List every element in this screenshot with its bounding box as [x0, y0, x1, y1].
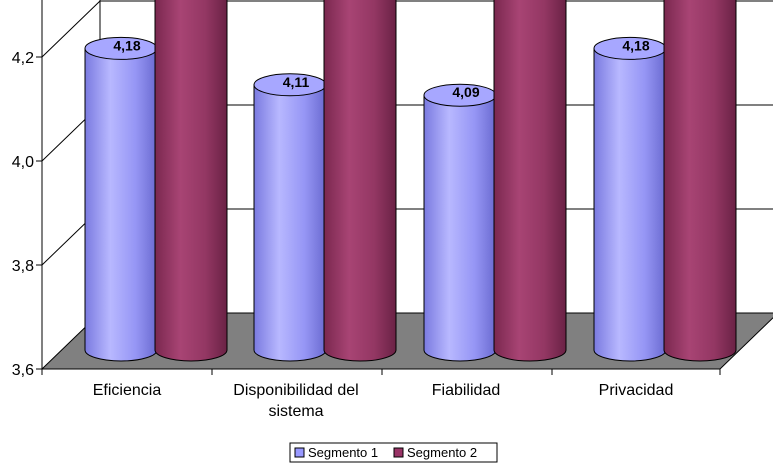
- data-labels: 4,184,764,114,674,094,594,184,56: [113, 37, 649, 100]
- category-label: Fiabilidad: [432, 382, 500, 399]
- bar-segmento-2: [154, 0, 228, 362]
- data-label: 4,09: [452, 84, 479, 100]
- bar-body: [593, 47, 667, 362]
- legend-swatch: [294, 447, 305, 458]
- bar-segmento-2: [323, 0, 397, 362]
- gridline-side: [41, 0, 101, 58]
- bars: [84, 0, 737, 362]
- data-label: 4,18: [113, 37, 140, 53]
- bar-body: [154, 0, 228, 362]
- bar-body: [493, 0, 567, 362]
- bar-body: [423, 94, 497, 362]
- category-label: sistema: [268, 403, 323, 420]
- y-tick-label: 3,8: [12, 258, 34, 275]
- category-label: Disponibilidad del: [233, 382, 358, 399]
- legend-label: Segmento 2: [407, 445, 477, 460]
- bar-body: [323, 0, 397, 362]
- x-axis: Eficiencia Disponibilidad del sistema Fiabi…: [41, 368, 721, 420]
- bar-body: [253, 84, 327, 362]
- legend-swatch: [393, 447, 404, 458]
- category-label: Eficiencia: [93, 382, 162, 399]
- bar-segmento-1: [593, 36, 667, 362]
- y-tick-label: 4,2: [12, 50, 34, 67]
- y-tick-label: 3,6: [12, 362, 34, 379]
- bar-body: [663, 0, 737, 362]
- bar-segmento-1: [423, 83, 497, 362]
- bar-segmento-1: [253, 73, 327, 362]
- legend: Segmento 1 Segmento 2: [289, 442, 498, 463]
- y-tick-label: 4,0: [12, 154, 34, 171]
- data-label: 4,11: [283, 74, 310, 90]
- bar-segmento-2: [493, 0, 567, 362]
- legend-label: Segmento 1: [308, 445, 378, 460]
- bar-segmento-1: [84, 36, 158, 362]
- bar-segmento-2: [663, 0, 737, 362]
- bar-body: [84, 47, 158, 362]
- y-axis: 3,63,84,04,24,44,64,8: [12, 50, 42, 379]
- data-label: 4,18: [622, 37, 649, 53]
- category-label: Privacidad: [599, 382, 674, 399]
